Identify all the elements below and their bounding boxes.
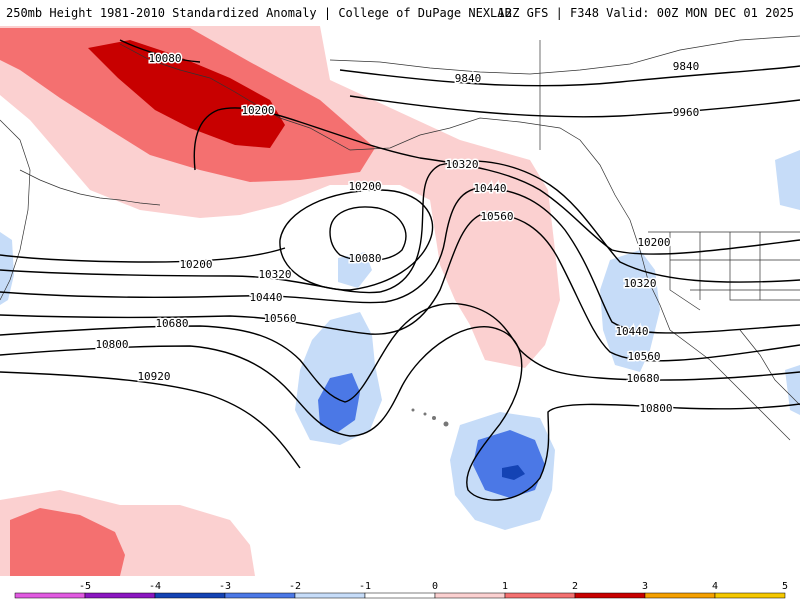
north-coast [329,35,800,75]
contour-10080-low [329,206,407,262]
contour-label: 10200 [241,104,274,117]
colorbar-swatch [14,592,86,599]
map-title: 250mb Height 1981-2010 Standardized Anom… [6,6,512,20]
contour-label: 10200 [179,258,212,271]
colorbar-tick-label: -5 [79,581,91,592]
model-run-info: 12Z GFS | F348 Valid: 00Z MON DEC 01 202… [497,6,794,20]
contour-label: 10320 [445,158,478,171]
anomaly-colorbar: -5 -4 -3 -2 -1 0 1 2 3 4 5 [14,581,788,599]
contour-label: 10320 [623,277,656,290]
colorbar-tick-label: -3 [219,581,231,592]
colorbar-tick-label: 5 [782,581,788,592]
contour-10560 [0,213,800,362]
contour-label: 10080 [348,252,381,265]
colorbar-swatch [294,592,366,599]
colorbar-tick-label: -2 [289,581,301,592]
negative-anomaly-strong-2 [502,465,525,480]
colorbar-ticks: -5 -4 -3 -2 -1 0 1 2 3 4 5 [79,581,788,592]
negative-anomaly-light-6 [775,150,800,210]
contour-9960 [349,95,800,118]
contour-label: 10440 [473,182,506,195]
contour-10800 [0,325,800,501]
contour-label: 10920 [137,370,170,383]
hawaiian-islands [411,408,449,427]
contour-label: 10440 [249,291,282,304]
colorbar-swatch [644,592,716,599]
contour-label: 10200 [348,180,381,193]
kamchatka-coast [0,119,31,301]
colorbar-swatch [224,592,296,599]
contour-10440 [0,187,800,334]
negative-anomaly-light-5 [0,232,14,305]
colorbar-swatch [504,592,576,599]
geographic-boundaries [0,35,800,441]
negative-anomaly-moderate-2 [473,430,545,498]
contour-label: 10440 [615,325,648,338]
mexico-coast [739,329,800,406]
contour-label: 10680 [155,317,188,330]
contour-label: 10560 [627,350,660,363]
anomaly-shading [0,26,800,576]
us-west-coast [639,249,791,441]
contour-10920 [0,371,301,469]
colorbar-tick-label: -1 [359,581,371,592]
contour-label: 10200 [637,236,670,249]
negative-anomaly-light-7 [785,365,800,415]
colorbar-swatch [434,592,506,599]
contour-10200-north [193,107,800,255]
positive-anomaly-southwest-core [10,508,125,576]
anomaly-map: 10080 10200 9840 9840 9960 10320 10200 1… [0,24,800,576]
contour-label: 9840 [673,60,700,73]
contour-label: 10560 [263,312,296,325]
contour-9840 [339,65,800,87]
contour-label: 9960 [673,106,700,119]
colorbar-tick-label: 3 [642,581,648,592]
negative-anomaly-moderate-1 [318,373,360,432]
map-header: 250mb Height 1981-2010 Standardized Anom… [0,0,800,24]
colorbar-swatches [14,592,786,599]
colorbar-tick-label: -4 [149,581,161,592]
contour-10200-west [0,247,286,263]
colorbar-swatch [364,592,436,599]
contour-label: 9840 [455,72,482,85]
contour-10680 [0,302,800,403]
contour-10200-mid [279,189,434,291]
colorbar-tick-label: 4 [712,581,718,592]
positive-anomaly-strong [88,40,285,148]
contour-label: 10320 [258,268,291,281]
contour-10320 [0,160,800,294]
contour-label: 10560 [480,210,513,223]
negative-anomaly-light-3 [600,250,660,372]
colorbar-tick-label: 1 [502,581,508,592]
alaska-coastline [119,43,641,251]
contour-10080-north [119,39,201,63]
colorbar-tick-label: 0 [432,581,438,592]
contour-label: 10080 [148,52,181,65]
colorbar-swatch [84,592,156,599]
colorbar-tick-label: 2 [572,581,578,592]
contour-labels: 10080 10200 9840 9840 9960 10320 10200 1… [94,51,701,417]
contour-label: 10800 [95,338,128,351]
aleutian-islands [19,169,161,206]
height-contours [0,39,800,501]
state-lines [669,232,800,311]
colorbar-swatch [154,592,226,599]
contour-label: 10800 [639,402,672,415]
colorbar-swatch [574,592,646,599]
contour-label: 10680 [626,372,659,385]
colorbar-swatch [714,592,786,599]
